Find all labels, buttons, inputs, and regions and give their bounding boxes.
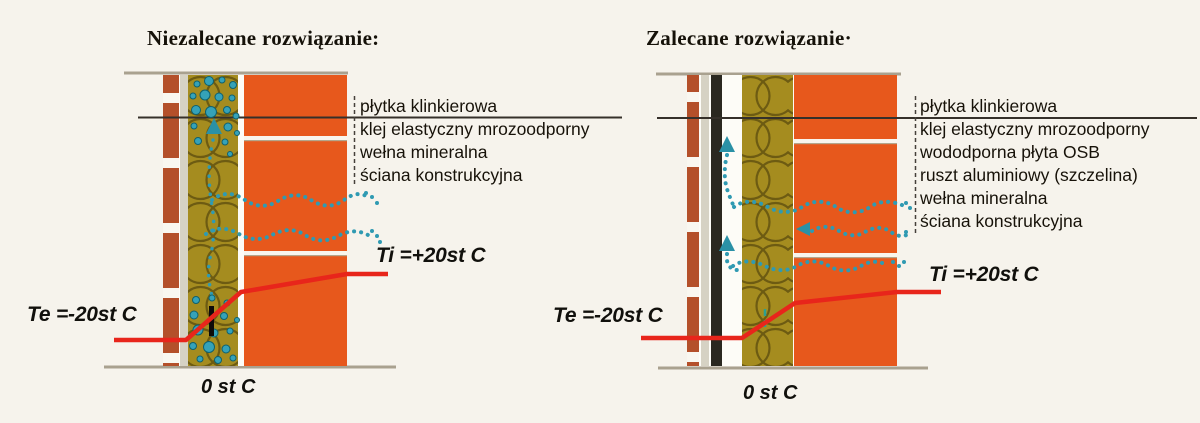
label-pointer-lines bbox=[138, 116, 1197, 119]
label-leader-lines bbox=[353, 96, 917, 233]
vapor-arrow-up-icon bbox=[206, 118, 222, 134]
layer-label: klej elastyczny mrozoodporny bbox=[920, 119, 1150, 139]
condensation-droplets-top bbox=[189, 76, 240, 157]
layer-label: ruszt aluminiowy (szczelina) bbox=[920, 165, 1138, 185]
boundary-lines bbox=[104, 71, 928, 370]
layer-label: ściana konstrukcyjna bbox=[360, 165, 523, 185]
layer-clinker-tile bbox=[163, 75, 179, 366]
layer-label: wełna mineralna bbox=[920, 188, 1048, 208]
interior-temperature-label-right: Ti =+20st C bbox=[929, 263, 1039, 286]
exterior-temperature-label-left: Te =-20st C bbox=[27, 303, 137, 326]
wall-section-not-recommended bbox=[163, 75, 347, 366]
title-recommended: Zalecane rozwiązanie· bbox=[646, 26, 852, 50]
layer-label: klej elastyczny mrozoodporny bbox=[360, 119, 590, 139]
dew-point-marker bbox=[209, 306, 214, 336]
vapor-trails-horizontal bbox=[204, 192, 372, 243]
mortar-joints bbox=[244, 136, 347, 257]
vapor-stray-dots bbox=[364, 191, 382, 244]
vapor-condensation-left bbox=[189, 76, 382, 364]
layer-adhesive bbox=[701, 75, 709, 366]
layer-labels-right: płytka klinkierowa klej elastyczny mrozo… bbox=[920, 95, 1150, 233]
layer-clinker-tile bbox=[687, 75, 699, 366]
layer-label: płytka klinkierowa bbox=[920, 96, 1058, 116]
vapor-trails bbox=[722, 153, 911, 273]
vapor-arrow-left-icon bbox=[796, 222, 810, 236]
layer-label: ściana konstrukcyjna bbox=[920, 211, 1083, 231]
temperature-curve-right bbox=[641, 289, 941, 341]
layer-labels-left: płytka klinkierowa klej elastyczny mrozo… bbox=[360, 95, 590, 187]
layer-label: wełna mineralna bbox=[360, 142, 488, 162]
zero-degree-label-right: 0 st C bbox=[743, 382, 798, 404]
layer-label: wododporna płyta OSB bbox=[920, 142, 1100, 162]
zero-degree-label-left: 0 st C bbox=[201, 376, 256, 398]
title-not-recommended: Niezalecane rozwiązanie: bbox=[147, 26, 380, 50]
layer-mineral-wool bbox=[742, 75, 793, 366]
layer-structural-wall bbox=[244, 75, 347, 366]
layer-adhesive bbox=[180, 75, 188, 366]
temperature-curve-left bbox=[114, 271, 388, 343]
layer-osb-board bbox=[711, 75, 722, 366]
vapor-flow-right bbox=[719, 136, 912, 331]
exterior-temperature-label-right: Te =-20st C bbox=[553, 304, 663, 327]
layer-structural-wall bbox=[794, 75, 897, 366]
mortar-joints bbox=[794, 139, 897, 259]
vapor-arrow-up-icon bbox=[719, 235, 735, 251]
vapor-stray-dots bbox=[891, 201, 912, 268]
layer-label: płytka klinkierowa bbox=[360, 96, 498, 116]
interior-temperature-label-left: Ti =+20st C bbox=[376, 244, 486, 267]
vapor-arrow-up-icon bbox=[719, 136, 735, 152]
